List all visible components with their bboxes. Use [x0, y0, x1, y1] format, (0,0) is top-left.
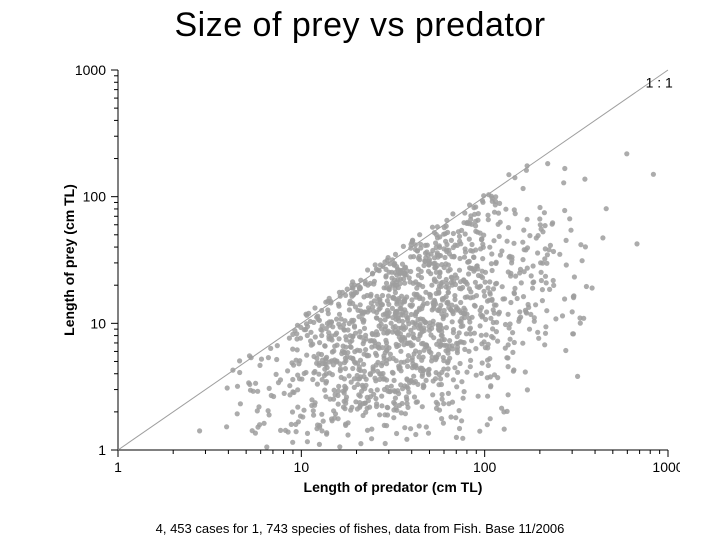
svg-text:1000: 1000 [75, 62, 106, 78]
slide-title: Size of prey vs predator [0, 6, 720, 45]
svg-text:100: 100 [83, 189, 107, 205]
svg-text:10: 10 [294, 459, 310, 475]
slide-caption: 4, 453 cases for 1, 743 species of fishe… [0, 521, 720, 536]
svg-text:1000: 1000 [652, 459, 680, 475]
svg-text:1: 1 [114, 459, 122, 475]
svg-text:1 : 1: 1 : 1 [646, 75, 673, 91]
svg-text:Length of predator (cm TL): Length of predator (cm TL) [304, 479, 483, 495]
svg-text:10: 10 [90, 315, 106, 331]
svg-text:1: 1 [98, 442, 106, 458]
svg-text:100: 100 [473, 459, 497, 475]
scatter-plot: 1 10 100 1000 1 10 100 1000 Length of predator (… [60, 60, 680, 500]
svg-text:Length of prey (cm TL): Length of prey (cm TL) [61, 184, 77, 336]
